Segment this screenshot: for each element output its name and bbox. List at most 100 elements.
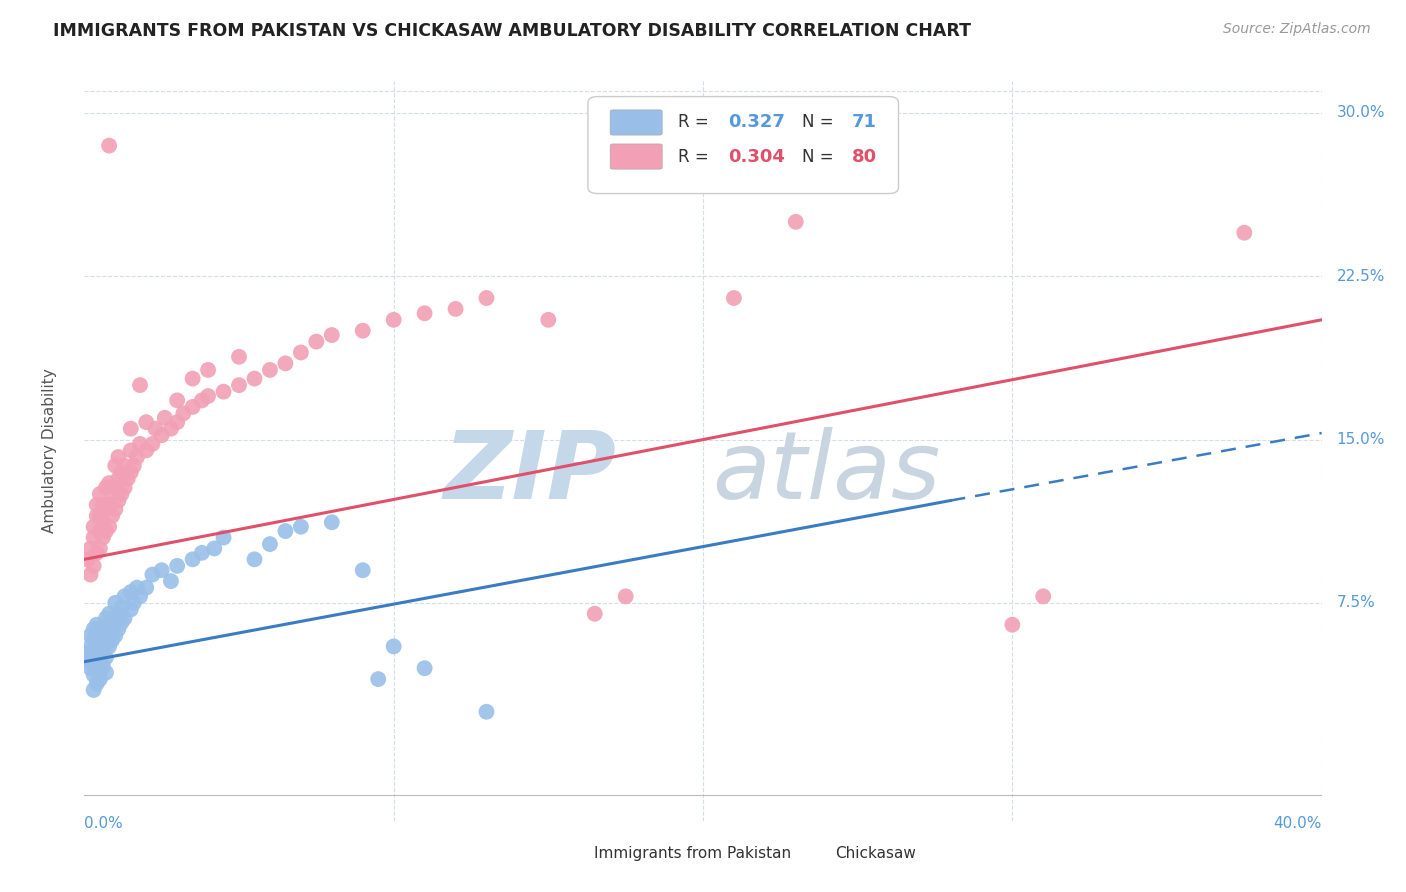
Point	[98, 138, 121, 153]
Text: atlas: atlas	[713, 427, 941, 518]
Point	[150, 428, 173, 442]
Point	[101, 632, 124, 647]
Point	[120, 465, 142, 479]
Text: 30.0%: 30.0%	[1337, 105, 1385, 120]
Point	[228, 378, 250, 392]
Point	[83, 622, 105, 636]
Point	[160, 422, 183, 436]
Point	[120, 602, 142, 616]
Point	[110, 615, 132, 630]
Point	[98, 640, 121, 654]
Point	[76, 552, 98, 566]
FancyBboxPatch shape	[610, 110, 662, 135]
Point	[135, 443, 157, 458]
Point	[91, 516, 114, 530]
Point	[305, 334, 328, 349]
Point	[197, 389, 219, 403]
Point	[107, 607, 129, 621]
FancyBboxPatch shape	[588, 96, 898, 194]
Point	[89, 655, 111, 669]
Point	[125, 581, 148, 595]
Point	[129, 437, 152, 451]
Point	[114, 590, 136, 604]
Point	[1233, 226, 1256, 240]
Point	[475, 291, 498, 305]
FancyBboxPatch shape	[610, 144, 662, 169]
Point	[86, 661, 108, 675]
Point	[91, 531, 114, 545]
Point	[172, 407, 194, 421]
Point	[94, 637, 117, 651]
Point	[107, 450, 129, 464]
Point	[98, 498, 121, 512]
Point	[352, 324, 374, 338]
Point	[86, 650, 108, 665]
Point	[89, 646, 111, 660]
Text: R =: R =	[678, 147, 714, 166]
Point	[145, 422, 167, 436]
Point	[83, 655, 105, 669]
Point	[89, 487, 111, 501]
Point	[104, 502, 127, 516]
Point	[79, 567, 101, 582]
Point	[125, 450, 148, 464]
Point	[114, 481, 136, 495]
Point	[413, 306, 436, 320]
Point	[120, 585, 142, 599]
Point	[117, 472, 139, 486]
Point	[104, 458, 127, 473]
Point	[110, 465, 132, 479]
Text: 15.0%: 15.0%	[1337, 432, 1385, 447]
Text: Ambulatory Disability: Ambulatory Disability	[42, 368, 58, 533]
Point	[122, 458, 145, 473]
Point	[83, 644, 105, 658]
Point	[98, 476, 121, 491]
Point	[101, 617, 124, 632]
Point	[98, 624, 121, 639]
Point	[181, 552, 204, 566]
Point	[83, 667, 105, 681]
Point	[290, 345, 312, 359]
Point	[382, 640, 405, 654]
Point	[86, 640, 108, 654]
Point	[212, 531, 235, 545]
Text: 80: 80	[852, 147, 876, 166]
Point	[141, 567, 163, 582]
Point	[129, 378, 152, 392]
Point	[583, 607, 606, 621]
Point	[91, 659, 114, 673]
Text: ZIP: ZIP	[443, 426, 616, 518]
Point	[166, 558, 188, 573]
Point	[83, 519, 105, 533]
Point	[89, 672, 111, 686]
Point	[83, 558, 105, 573]
Point	[94, 665, 117, 680]
Text: R =: R =	[678, 113, 714, 131]
Point	[259, 363, 281, 377]
Point	[101, 508, 124, 523]
Point	[104, 596, 127, 610]
Point	[89, 541, 111, 556]
Point	[475, 705, 498, 719]
Point	[89, 524, 111, 538]
Point	[107, 493, 129, 508]
Point	[166, 393, 188, 408]
Point	[537, 313, 560, 327]
Point	[86, 676, 108, 690]
Point	[129, 590, 152, 604]
Point	[191, 393, 214, 408]
Point	[83, 632, 105, 647]
Point	[243, 371, 266, 385]
Point	[79, 650, 101, 665]
Point	[181, 371, 204, 385]
Point	[259, 537, 281, 551]
Point	[104, 481, 127, 495]
Text: IMMIGRANTS FROM PAKISTAN VS CHICKASAW AMBULATORY DISABILITY CORRELATION CHART: IMMIGRANTS FROM PAKISTAN VS CHICKASAW AM…	[53, 22, 972, 40]
Point	[110, 600, 132, 615]
Text: Source: ZipAtlas.com: Source: ZipAtlas.com	[1223, 22, 1371, 37]
Point	[94, 624, 117, 639]
Point	[202, 541, 225, 556]
Point	[153, 410, 176, 425]
Text: N =: N =	[801, 113, 839, 131]
Point	[110, 487, 132, 501]
